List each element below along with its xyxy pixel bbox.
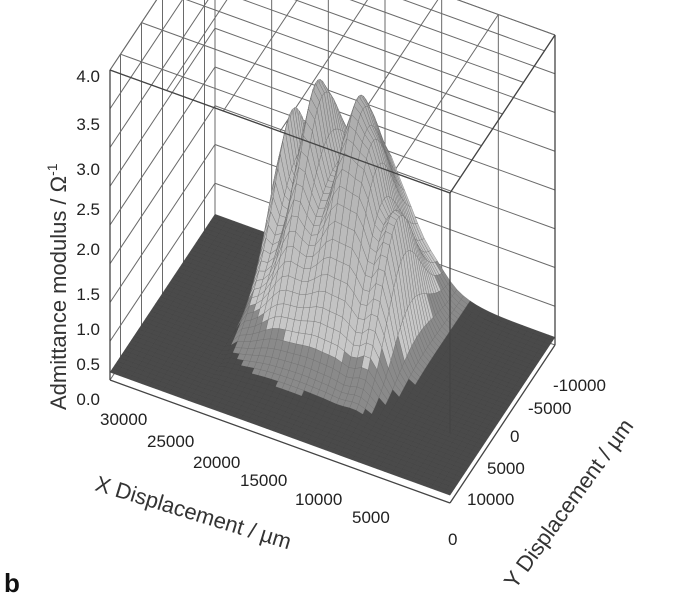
gridline bbox=[349, 0, 556, 75]
panel-label: b bbox=[4, 568, 20, 598]
z-axis-ticks: 0.0 0.5 1.0 1.5 2.0 2.5 3.0 3.5 4.0 bbox=[76, 67, 100, 409]
box-edge bbox=[109, 69, 451, 194]
gridline bbox=[214, 66, 556, 191]
x-tick-label: 25000 bbox=[147, 432, 194, 451]
gridline bbox=[109, 0, 158, 71]
gridline bbox=[109, 27, 216, 187]
gridline bbox=[456, 0, 556, 36]
admittance-surface bbox=[109, 79, 556, 496]
gridline bbox=[294, 0, 524, 83]
gridline bbox=[141, 22, 482, 147]
gridline bbox=[242, 0, 556, 113]
gridline bbox=[185, 0, 503, 115]
box-edge bbox=[449, 34, 556, 194]
z-tick-label: 4.0 bbox=[76, 67, 100, 86]
gridline bbox=[109, 105, 216, 265]
x-tick-label: 30000 bbox=[100, 410, 147, 429]
z-tick-label: 2.0 bbox=[76, 240, 100, 259]
x-tick-label: 10000 bbox=[295, 490, 342, 509]
z-axis-title: Admittance modulus / Ω-1 bbox=[44, 163, 71, 410]
gridline bbox=[402, 0, 545, 52]
x-tick-label: 0 bbox=[448, 530, 457, 549]
gridline bbox=[109, 66, 216, 226]
x-axis-ticks: 30000 25000 20000 15000 10000 5000 0 bbox=[100, 410, 457, 549]
y-axis-title: Y Displacement / µm bbox=[499, 414, 639, 593]
gridline bbox=[109, 0, 209, 148]
z-tick-label: 1.5 bbox=[76, 285, 100, 304]
gridline bbox=[214, 27, 556, 152]
gridline bbox=[109, 144, 216, 303]
x-tick-label: 5000 bbox=[352, 508, 390, 527]
z-tick-label: 2.5 bbox=[76, 200, 100, 219]
z-tick-label: 0.5 bbox=[76, 355, 100, 374]
plot-box-front-edges bbox=[109, 34, 556, 504]
z-tick-label: 3.5 bbox=[76, 115, 100, 134]
x-tick-label: 15000 bbox=[240, 471, 287, 490]
box-edge bbox=[109, 379, 451, 504]
y-tick-label: -10000 bbox=[553, 376, 606, 395]
z-tick-label: 1.0 bbox=[76, 320, 100, 339]
y-axis-ticks: -10000 -5000 0 5000 10000 bbox=[467, 376, 606, 509]
z-tick-label: 0.0 bbox=[76, 390, 100, 409]
y-tick-label: 5000 bbox=[487, 459, 525, 478]
y-tick-label: 10000 bbox=[467, 490, 514, 509]
y-tick-label: -5000 bbox=[528, 399, 571, 418]
z-tick-label: 3.0 bbox=[76, 160, 100, 179]
x-tick-label: 20000 bbox=[193, 453, 240, 472]
y-tick-label: 0 bbox=[510, 427, 519, 446]
box-edge bbox=[449, 344, 556, 504]
gridline bbox=[109, 182, 216, 342]
